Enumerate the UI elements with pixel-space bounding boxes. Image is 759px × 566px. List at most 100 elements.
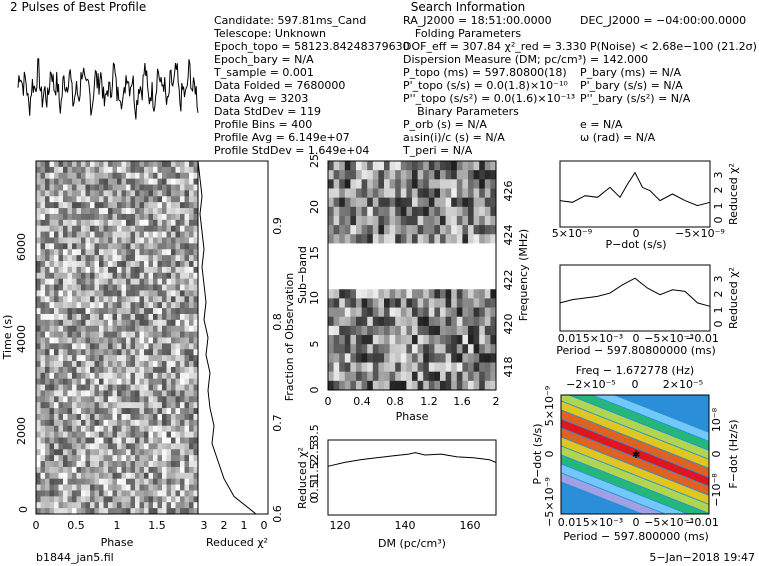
time-phase-cell xyxy=(103,249,109,256)
time-phase-cell xyxy=(99,484,104,491)
time-phase-cell xyxy=(157,178,163,186)
time-phase-cell xyxy=(108,231,113,238)
time-phase-cell xyxy=(36,508,41,515)
subband-cell xyxy=(479,252,486,263)
time-phase-cell xyxy=(94,284,100,291)
time-phase-cell xyxy=(72,325,77,333)
time-phase-cell xyxy=(90,261,95,268)
time-phase-cell xyxy=(189,196,194,203)
time-phase-cell xyxy=(121,466,127,474)
time-phase-cell xyxy=(144,219,149,227)
time-phase-cell xyxy=(81,278,86,286)
time-phase-cell xyxy=(148,184,154,191)
subband-cell xyxy=(339,316,346,327)
time-phase-cell xyxy=(67,178,73,186)
dm-xlabel: DM (pc/cm³) xyxy=(378,537,446,550)
time-phase-cell xyxy=(171,331,176,338)
time-phase-cell xyxy=(36,202,41,209)
header-line-6: Data Folded = 7680000 xyxy=(214,79,345,92)
subband-cell xyxy=(350,261,357,272)
time-phase-cell xyxy=(49,437,55,444)
subband-cell xyxy=(417,234,424,244)
time-phase-cell xyxy=(171,302,176,309)
time-phase-cell xyxy=(40,443,46,450)
time-phase-cell xyxy=(180,319,185,327)
time-phase-cell xyxy=(171,355,176,362)
subband-cell xyxy=(462,298,469,309)
time-phase-cell xyxy=(54,478,59,486)
subband-cell xyxy=(361,380,368,391)
subband-cell xyxy=(406,353,413,364)
time-phase-cell xyxy=(148,161,154,168)
time-phase-cell xyxy=(45,225,50,233)
sb-ytick-0: 0 xyxy=(308,387,321,394)
subband-cell xyxy=(395,270,402,281)
time-phase-cell xyxy=(184,443,190,450)
subband-cell xyxy=(361,170,368,180)
subband-cell xyxy=(428,380,435,391)
time-phase-cell xyxy=(175,372,181,380)
time-phase-cell xyxy=(157,219,163,227)
time-phase-cell xyxy=(94,319,100,327)
subband-cell xyxy=(384,225,391,235)
time-phase-cell xyxy=(126,325,131,333)
time-phase-cell xyxy=(85,490,91,497)
subband-cell xyxy=(490,362,497,373)
time-phase-cell xyxy=(103,266,109,274)
time-phase-cell xyxy=(184,172,190,180)
time-phase-cell xyxy=(126,331,131,338)
time-phase-cell xyxy=(76,466,82,474)
time-phase-cell xyxy=(103,413,109,421)
time-phase-cell xyxy=(180,266,185,274)
subband-cell xyxy=(462,270,469,281)
time-phase-cell xyxy=(126,502,131,509)
subband-cell xyxy=(372,252,379,263)
time-phase-cell xyxy=(126,396,131,403)
time-phase-cell xyxy=(130,178,136,186)
per-xtick-1: 5×10⁻³ xyxy=(583,332,623,345)
time-phase-cell xyxy=(144,243,149,250)
time-phase-cell xyxy=(117,237,122,244)
time-phase-cell xyxy=(54,443,59,450)
time-phase-cell xyxy=(117,213,122,221)
time-phase-cell xyxy=(36,266,41,274)
time-phase-cell xyxy=(72,231,77,238)
time-phase-cell xyxy=(49,225,55,233)
time-phase-cell xyxy=(76,302,82,309)
time-phase-cell xyxy=(166,202,172,209)
time-phase-cell xyxy=(139,266,145,274)
subband-cell xyxy=(456,261,463,272)
subband-cell xyxy=(372,353,379,364)
time-phase-cell xyxy=(72,490,77,497)
time-phase-cell xyxy=(45,190,50,197)
time-phase-cell xyxy=(171,496,176,503)
time-phase-cell xyxy=(130,484,136,491)
time-phase-cell xyxy=(193,396,199,403)
time-phase-cell xyxy=(58,455,64,462)
subband-cell xyxy=(473,270,480,281)
time-phase-cell xyxy=(157,349,163,356)
time-phase-cell xyxy=(189,419,194,427)
time-phase-cell xyxy=(184,278,190,286)
time-phase-cell xyxy=(72,261,77,268)
time-phase-cell xyxy=(40,249,46,256)
time-phase-cell xyxy=(36,478,41,486)
subband-cell xyxy=(361,270,368,281)
time-phase-cell xyxy=(67,466,73,474)
time-phase-cell xyxy=(45,508,50,515)
subband-cell xyxy=(367,316,374,327)
time-phase-cell xyxy=(180,461,185,468)
sb-ylabel: Sub−band xyxy=(296,246,309,304)
subband-cell xyxy=(328,161,335,171)
time-phase-cell xyxy=(144,478,149,486)
subband-cell xyxy=(417,298,424,309)
time-phase-cell xyxy=(148,313,154,321)
time-phase-cell xyxy=(166,284,172,291)
subband-cell xyxy=(339,234,346,244)
time-phase-cell xyxy=(171,308,176,315)
subband-cell xyxy=(339,215,346,226)
subband-cell xyxy=(484,179,491,189)
time-phase-cell xyxy=(117,425,122,433)
ppdot-xlabel: Period − 597.800000 (ms) xyxy=(563,530,709,543)
